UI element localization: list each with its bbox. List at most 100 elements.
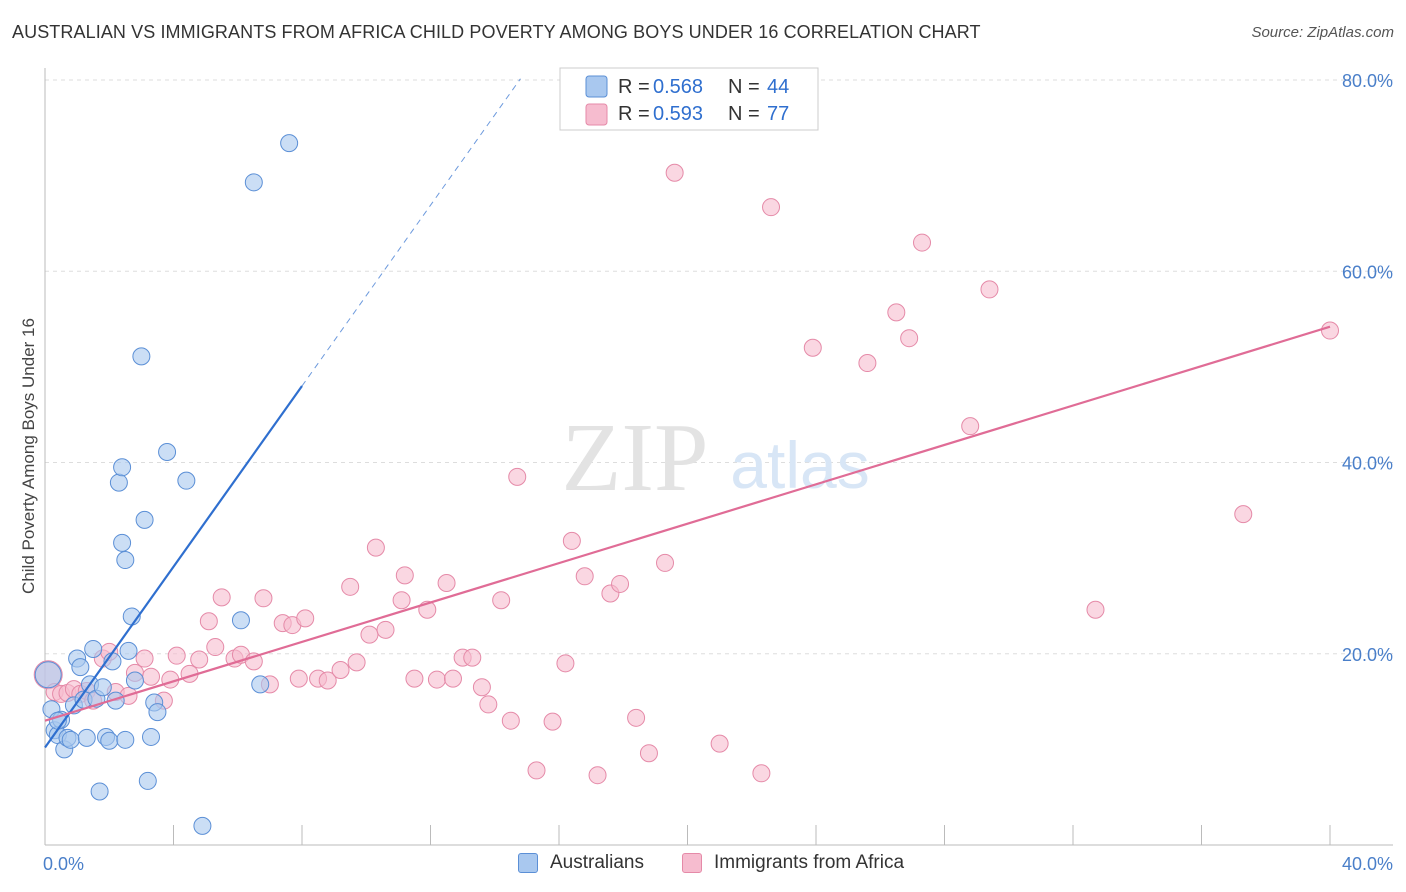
point-immigrants (492, 591, 511, 610)
bottom-legend-immigrants[interactable]: Immigrants from Africa (682, 852, 904, 874)
point-immigrants (762, 198, 781, 217)
point-immigrants (167, 646, 186, 665)
point-immigrants (562, 531, 581, 550)
point-australians (113, 458, 132, 477)
legend-n-label-2: N = (728, 103, 760, 125)
legend-swatch-immigrants (585, 103, 608, 126)
point-australians (116, 730, 135, 749)
point-australians (61, 730, 80, 749)
bottom-legend-label: Australians (550, 852, 644, 873)
legend-r-label-1: R = (618, 76, 650, 98)
legend-r-value-2: 0.593 (653, 103, 703, 125)
point-immigrants (360, 625, 379, 644)
point-immigrants (501, 711, 520, 730)
series-immigrants-points (33, 163, 1339, 785)
series-australians-points (34, 134, 299, 835)
point-australians (132, 347, 151, 366)
point-immigrants (900, 329, 919, 348)
legend-n-label-1: N = (728, 76, 760, 98)
point-australians (138, 771, 157, 790)
point-immigrants (556, 654, 575, 673)
point-immigrants (289, 669, 308, 688)
point-immigrants (190, 650, 209, 669)
point-immigrants (479, 695, 498, 714)
point-australians (71, 658, 90, 677)
point-australians (119, 641, 138, 660)
chart-title: AUSTRALIAN VS IMMIGRANTS FROM AFRICA CHI… (12, 22, 981, 42)
point-immigrants (395, 566, 414, 585)
point-australians (77, 728, 96, 747)
grid-lines (45, 79, 1393, 655)
trend-immigrants (44, 325, 1331, 722)
legend-r-value-1: 0.568 (653, 76, 703, 98)
y-tick-label: 80.0% (1342, 71, 1393, 91)
point-australians (113, 533, 132, 552)
point-immigrants (443, 669, 462, 688)
y-tick-label: 40.0% (1342, 454, 1393, 474)
legend-n-value-1: 44 (767, 76, 789, 98)
watermark: ZIP atlas (562, 404, 870, 512)
legend-square-icon (518, 853, 538, 873)
point-australians (148, 703, 167, 722)
x-tick-label: 40.0% (1342, 854, 1393, 874)
point-immigrants (405, 669, 424, 688)
legend-r-label-2: R = (618, 103, 650, 125)
point-immigrants (341, 577, 360, 596)
trend-lines (44, 78, 1331, 749)
y-tick-labels: 20.0% 40.0% 60.0% 80.0% (1342, 71, 1393, 665)
point-immigrants (913, 233, 932, 252)
point-australians (125, 671, 144, 690)
point-australians (34, 661, 62, 689)
y-tick-label: 20.0% (1342, 645, 1393, 665)
point-immigrants (710, 734, 729, 753)
point-immigrants (752, 764, 771, 783)
point-australians (231, 611, 250, 630)
watermark-atlas: atlas (730, 428, 869, 502)
trend-australians-extension (301, 78, 521, 387)
point-immigrants (639, 744, 658, 763)
point-immigrants (575, 567, 594, 586)
point-australians (90, 782, 109, 801)
point-immigrants (472, 678, 491, 697)
point-immigrants (627, 708, 646, 727)
point-australians (193, 816, 212, 835)
point-immigrants (1086, 600, 1105, 619)
point-immigrants (212, 588, 231, 607)
point-immigrants (366, 538, 385, 557)
point-australians (251, 675, 270, 694)
bottom-legend: Australians Immigrants from Africa (0, 852, 1406, 878)
point-immigrants (142, 667, 161, 686)
point-immigrants (543, 712, 562, 731)
top-legend: R = 0.568 N = 44 R = 0.593 N = 77 (559, 67, 819, 131)
point-australians (100, 731, 119, 750)
point-immigrants (1234, 505, 1253, 524)
point-immigrants (199, 612, 218, 631)
source-label: Source: ZipAtlas.com (1251, 24, 1394, 41)
y-tick-label: 60.0% (1342, 262, 1393, 282)
y-axis-title: Child Poverty Among Boys Under 16 (19, 318, 38, 594)
point-australians (244, 173, 263, 192)
point-australians (116, 551, 135, 570)
point-immigrants (508, 467, 527, 486)
watermark-zip: ZIP (562, 404, 709, 512)
point-immigrants (392, 591, 411, 610)
point-immigrants (858, 354, 877, 373)
legend-square-icon (682, 853, 702, 873)
bottom-legend-label: Immigrants from Africa (714, 852, 905, 873)
point-immigrants (665, 163, 684, 182)
legend-swatch-australians (585, 75, 608, 98)
point-australians (109, 473, 128, 492)
point-immigrants (296, 609, 315, 628)
point-australians (177, 471, 196, 490)
point-immigrants (463, 648, 482, 667)
point-immigrants (803, 338, 822, 357)
point-australians (84, 639, 103, 658)
point-immigrants (318, 671, 337, 690)
point-immigrants (206, 638, 225, 657)
point-australians (135, 510, 154, 529)
point-immigrants (887, 303, 906, 322)
point-australians (142, 727, 161, 746)
bottom-legend-australians[interactable]: Australians (518, 852, 644, 874)
legend-n-value-2: 77 (767, 103, 789, 125)
trend-australians (44, 385, 303, 749)
